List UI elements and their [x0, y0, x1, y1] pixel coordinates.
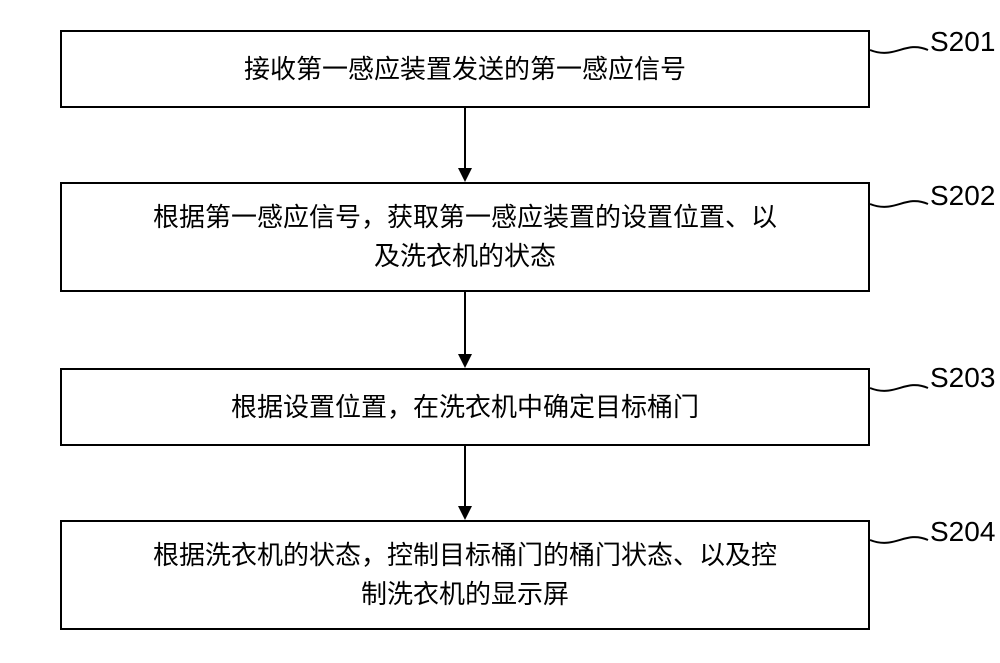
flowchart-canvas: 接收第一感应装置发送的第一感应信号 S201 根据第一感应信号，获取第一感应装置…: [0, 0, 1000, 663]
leader-line-s204: [0, 0, 1000, 663]
